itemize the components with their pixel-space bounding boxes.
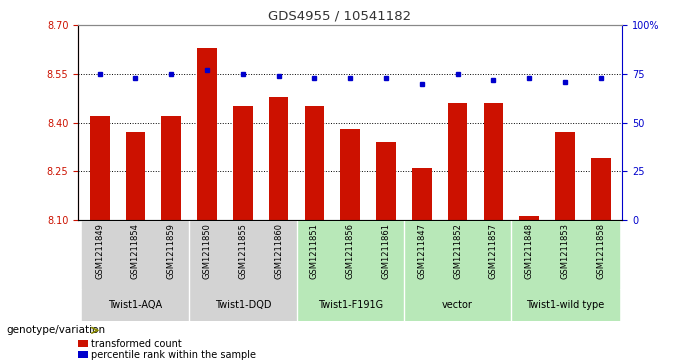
- Bar: [233, 106, 253, 220]
- Text: GSM1211855: GSM1211855: [238, 224, 248, 279]
- Bar: [154, 221, 189, 289]
- Bar: [440, 221, 475, 289]
- Bar: [197, 48, 217, 220]
- Text: GSM1211857: GSM1211857: [489, 224, 498, 280]
- Bar: [82, 221, 118, 289]
- Bar: [555, 132, 575, 220]
- Bar: [483, 103, 503, 220]
- Bar: [404, 221, 440, 289]
- Bar: [225, 221, 260, 289]
- Bar: [296, 221, 333, 289]
- Text: GSM1211850: GSM1211850: [203, 224, 211, 279]
- Text: Twist1-F191G: Twist1-F191G: [318, 300, 383, 310]
- Bar: [591, 158, 611, 220]
- Text: GSM1211858: GSM1211858: [596, 224, 605, 280]
- Text: GSM1211848: GSM1211848: [525, 224, 534, 280]
- Bar: [126, 132, 146, 220]
- Text: GSM1211853: GSM1211853: [560, 224, 569, 280]
- Bar: [269, 97, 288, 220]
- Bar: [78, 340, 88, 347]
- Bar: [583, 221, 619, 289]
- Bar: [475, 221, 511, 289]
- Bar: [90, 116, 109, 220]
- Bar: [376, 142, 396, 220]
- Bar: [511, 289, 619, 321]
- Text: GSM1211861: GSM1211861: [381, 224, 390, 280]
- Text: GSM1211852: GSM1211852: [453, 224, 462, 279]
- Text: GSM1211860: GSM1211860: [274, 224, 283, 280]
- Text: genotype/variation: genotype/variation: [7, 325, 106, 335]
- Bar: [333, 221, 368, 289]
- Bar: [511, 221, 547, 289]
- Bar: [118, 221, 154, 289]
- Bar: [296, 289, 404, 321]
- Bar: [305, 106, 324, 220]
- Text: GSM1211854: GSM1211854: [131, 224, 140, 279]
- Bar: [404, 289, 511, 321]
- Text: Twist1-DQD: Twist1-DQD: [215, 300, 271, 310]
- Bar: [447, 103, 467, 220]
- Bar: [341, 129, 360, 220]
- Text: GSM1211859: GSM1211859: [167, 224, 175, 279]
- Bar: [520, 216, 539, 220]
- Text: transformed count: transformed count: [91, 339, 182, 349]
- Bar: [189, 289, 296, 321]
- Bar: [78, 351, 88, 358]
- Text: GSM1211856: GSM1211856: [345, 224, 355, 280]
- Bar: [260, 221, 296, 289]
- Bar: [412, 168, 432, 220]
- Text: GDS4955 / 10541182: GDS4955 / 10541182: [269, 9, 411, 22]
- Text: GSM1211847: GSM1211847: [418, 224, 426, 280]
- Bar: [368, 221, 404, 289]
- Text: percentile rank within the sample: percentile rank within the sample: [91, 350, 256, 360]
- Text: GSM1211849: GSM1211849: [95, 224, 104, 279]
- Text: vector: vector: [442, 300, 473, 310]
- Bar: [161, 116, 181, 220]
- Text: GSM1211851: GSM1211851: [310, 224, 319, 279]
- Text: Twist1-AQA: Twist1-AQA: [108, 300, 163, 310]
- Text: Twist1-wild type: Twist1-wild type: [526, 300, 604, 310]
- Bar: [547, 221, 583, 289]
- Bar: [189, 221, 225, 289]
- Bar: [82, 289, 189, 321]
